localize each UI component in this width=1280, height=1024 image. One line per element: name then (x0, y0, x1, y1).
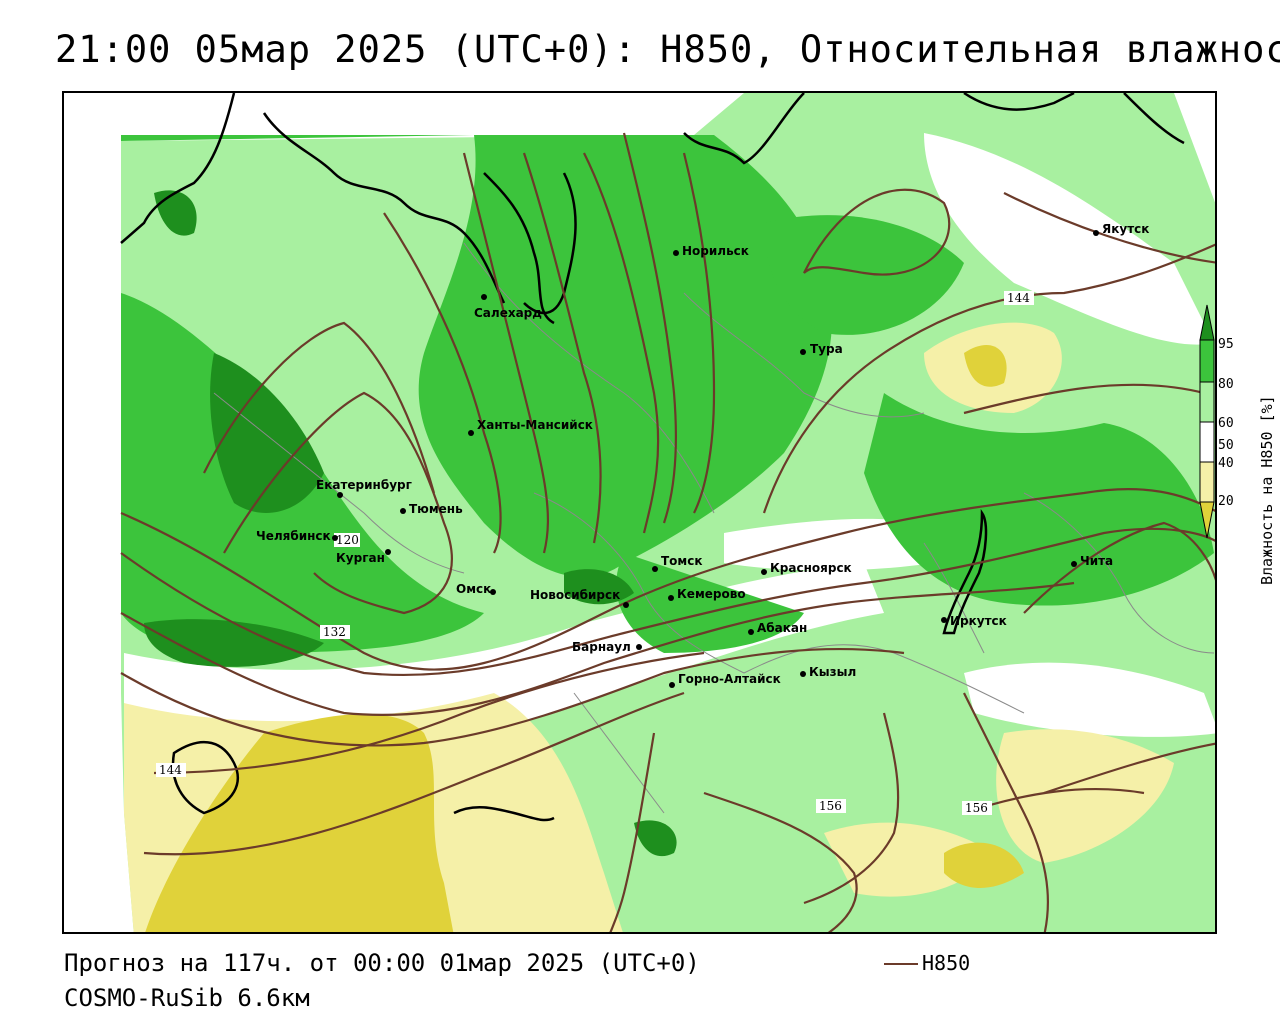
contour-label: 156 (819, 799, 842, 813)
moist-area-green (616, 553, 804, 653)
city-label: Кемерово (677, 587, 746, 601)
contour-label: 144 (1007, 291, 1030, 305)
city-label: Томск (661, 554, 703, 568)
contour-legend-label: H850 (922, 951, 971, 975)
city-label: Норильск (682, 244, 749, 258)
region-boundaries (213, 242, 1215, 814)
city-label: Красноярск (770, 561, 852, 575)
city-label: Горно-Алтайск (678, 672, 781, 686)
humidity-field (121, 93, 1215, 932)
moist-area-green (764, 215, 964, 335)
moist-area-dark-green (210, 353, 324, 513)
city-label: Ханты-Мансийск (477, 418, 593, 432)
dry-area-yellow (944, 842, 1024, 888)
colorbar-tick: 20 (1218, 494, 1234, 509)
contour-label: 132 (323, 625, 346, 639)
moist-area-dark-green (144, 619, 324, 667)
map-panel: 144 120 132 144 156 156 Якутск Норильск … (62, 91, 1217, 934)
contour-legend-swatch (884, 963, 918, 965)
contour-label: 144 (159, 763, 182, 777)
model-info: COSMO-RuSib 6.6км (64, 984, 310, 1012)
contour-labels: 144 120 132 144 156 156 (156, 291, 1034, 815)
city-label: Барнаул (572, 640, 631, 654)
city-label: Курган (336, 551, 385, 565)
city-label: Абакан (757, 621, 807, 635)
city-label: Екатеринбург (316, 478, 412, 492)
colorbar-tick: 60 (1218, 416, 1234, 431)
moist-area-dark-green (154, 190, 197, 236)
colorbar-tick: 40 (1218, 456, 1234, 471)
dry-area-yellow (145, 714, 454, 932)
map-title: 21:00 05мар 2025 (UTC+0): H850, Относите… (55, 28, 1280, 71)
dry-area-white (924, 133, 1214, 345)
dry-area-light-yellow (996, 729, 1174, 863)
colorbar-tick: 50 (1218, 438, 1234, 453)
city-label: Новосибирск (530, 588, 620, 602)
dry-area-white (724, 518, 934, 571)
contour-label: 156 (965, 801, 988, 815)
city-label: Салехард (474, 306, 542, 320)
map-canvas: 144 120 132 144 156 156 Якутск Норильск … (120, 93, 1215, 932)
humidity-colorbar: 95 80 60 50 40 20 (1199, 304, 1234, 539)
moist-area-dark-green (634, 820, 677, 857)
colorbar-tick: 95 (1218, 337, 1234, 352)
coastlines (120, 93, 1185, 822)
city-label: Челябинск (256, 529, 331, 543)
colorbar-title: Влажность на H850 [%] (1258, 395, 1276, 585)
contour-label: 120 (336, 533, 359, 547)
dry-area-yellow (964, 344, 1007, 387)
city-label: Якутск (1102, 222, 1149, 236)
forecast-info: Прогноз на 117ч. от 00:00 01мар 2025 (UT… (64, 949, 700, 977)
city-label: Кызыл (809, 665, 856, 679)
city-label: Омск (456, 582, 491, 596)
cities: Якутск Норильск Салехард Тура Ханты-Манс… (256, 222, 1149, 688)
city-label: Тура (810, 342, 843, 356)
dry-area-white (964, 662, 1215, 737)
city-label: Иркутск (950, 614, 1007, 628)
colorbar-tick: 80 (1218, 377, 1234, 392)
moist-area-green (121, 135, 832, 578)
city-label: Чита (1080, 554, 1113, 568)
city-label: Тюмень (409, 502, 463, 516)
moist-area-dark-green (564, 569, 634, 605)
